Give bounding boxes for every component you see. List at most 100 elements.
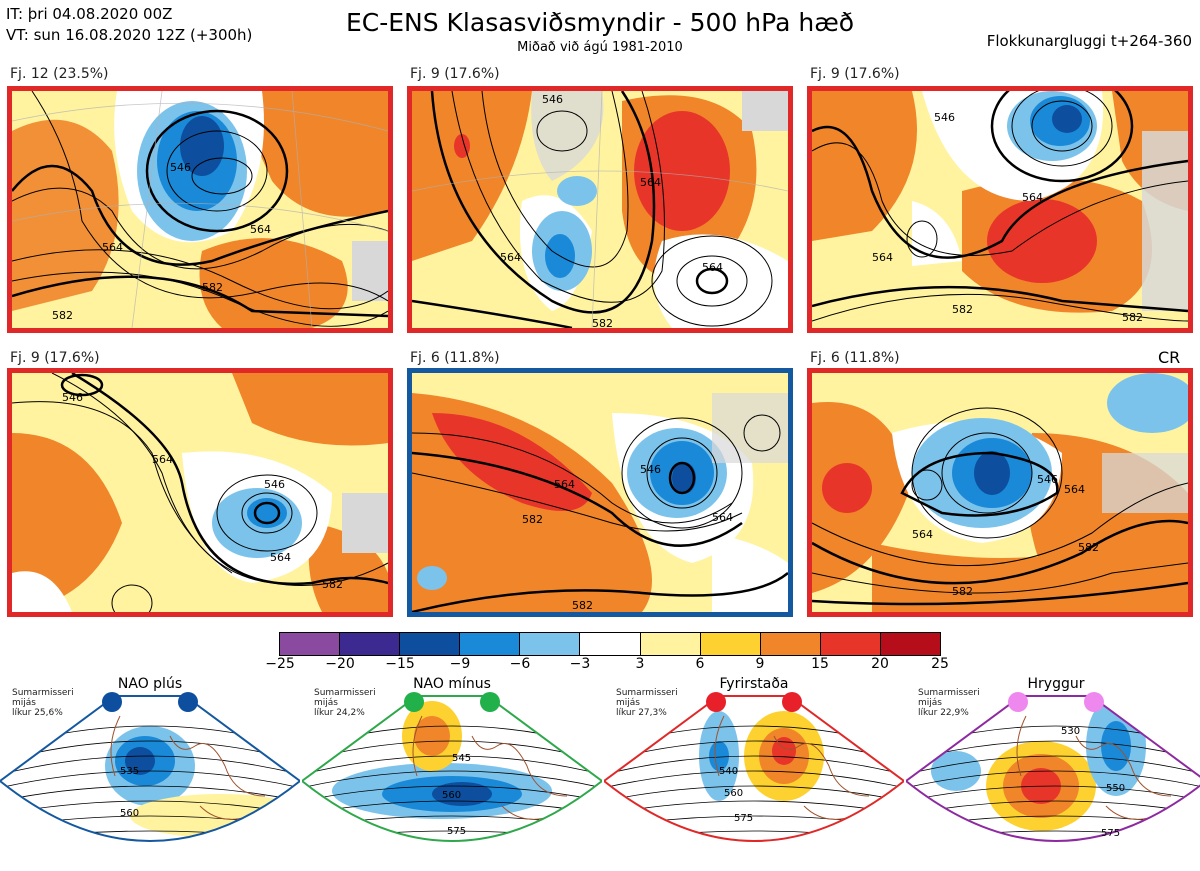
contour-label: 564 <box>1022 191 1043 204</box>
panel-6-map: 546 564 564 582 582 <box>807 368 1193 617</box>
regime-note-line: mijás <box>918 698 942 708</box>
height-contour <box>604 785 904 804</box>
regime-4: Hryggur Sumarmisseri mijás líkur 22,9% 530 55… <box>906 676 1200 871</box>
contour-label: 564 <box>554 478 575 491</box>
regime-note-line: líkur 27,3% <box>616 708 667 718</box>
regime-marker-dot <box>480 692 500 712</box>
colorbar-tick-label: 6 <box>695 656 705 672</box>
height-contour <box>604 846 904 855</box>
panel-1-map: 546 564 582 582 564 <box>7 86 393 333</box>
contour-label: 560 <box>120 808 139 819</box>
height-contour <box>906 755 1200 778</box>
colorbar-tick-label: −6 <box>509 656 531 672</box>
regime-map: 540 560 575 <box>604 695 904 855</box>
regime-marker-dot <box>178 692 198 712</box>
colorbar-tick-label: −25 <box>265 656 295 672</box>
regime-marker-dot <box>706 692 726 712</box>
contour-label: 564 <box>872 251 893 264</box>
regime-marker-dot <box>102 692 122 712</box>
colorbar-ticks: −25 −20 −15 −9 −6 −3 3 6 9 15 20 25 <box>265 656 949 676</box>
regime-map: 535 560 <box>0 695 300 842</box>
contour-label: 564 <box>712 511 733 524</box>
valid-time: VT: sun 16.08.2020 12Z (+300h) <box>6 26 253 44</box>
contour-label: 530 <box>1061 726 1080 737</box>
regime-note-line: mijás <box>314 698 338 708</box>
regime-title: Hryggur <box>1027 676 1085 692</box>
colorbar-segment <box>880 633 941 655</box>
regime-title: NAO plús <box>117 676 183 692</box>
contour-label: 535 <box>120 766 139 777</box>
colorbar-segment <box>340 633 401 655</box>
contour-label: 582 <box>522 513 543 526</box>
anomaly-shading <box>709 741 729 771</box>
contour-label: 564 <box>702 261 723 274</box>
contour-label: 582 <box>1078 541 1099 554</box>
regime-marker-dot <box>404 692 424 712</box>
colorbar-segment <box>460 633 521 655</box>
regime-frame <box>604 695 904 842</box>
regime-note-line: Sumarmisseri <box>314 688 376 698</box>
regime-note: Sumarmisseri mijás líkur 22,9% <box>918 688 980 718</box>
regime-marker-dot <box>1008 692 1028 712</box>
panel-4-label: Fj. 9 (17.6%) <box>10 350 100 366</box>
regime-1: NAO plús Sumarmisseri mijás líkur 25,6% 535 5… <box>0 676 300 871</box>
panel-3-map: 546 564 564 582 582 <box>807 86 1193 333</box>
anomaly-shading <box>125 747 155 775</box>
contour-label: 546 <box>1037 473 1058 486</box>
anomaly-shading <box>432 782 492 806</box>
colorbar-segment <box>520 633 581 655</box>
colorbar-segment <box>280 633 341 655</box>
regime-tag: CR <box>1158 348 1181 367</box>
colorbar-segment <box>700 633 761 655</box>
regime-note: Sumarmisseri mijás líkur 27,3% <box>616 688 678 718</box>
height-contour <box>302 785 602 804</box>
contour-label: 564 <box>912 528 933 541</box>
colorbar-tick-label: 3 <box>635 656 645 672</box>
header-times: IT: þri 04.08.2020 00Z VT: sun 16.08.202… <box>6 4 252 46</box>
contour-label: 582 <box>952 585 973 598</box>
regime-marker-dot <box>782 692 802 712</box>
contour-label: 546 <box>170 161 191 174</box>
regime-note-line: Sumarmisseri <box>918 688 980 698</box>
contour-label: 564 <box>102 241 123 254</box>
colorbar-tick-label: 9 <box>755 656 765 672</box>
contour-label: 550 <box>1106 783 1125 794</box>
contour-label: 564 <box>250 223 271 236</box>
panel-2-label: Fj. 9 (17.6%) <box>410 66 500 82</box>
panel-4-map: 546 564 582 546 564 <box>7 368 393 617</box>
colorbar-tick-label: 20 <box>871 656 889 672</box>
colorbar-segment <box>640 633 701 655</box>
contour-label: 546 <box>542 93 563 106</box>
anomaly-shading <box>772 737 796 765</box>
regime-3: Fyrirstaða Sumarmisseri mijás líkur 27,3% 54… <box>604 676 904 871</box>
regime-note-line: líkur 24,2% <box>314 708 365 718</box>
regime-frame <box>0 695 300 842</box>
regime-title: NAO mínus <box>413 676 491 692</box>
panel-3-label: Fj. 9 (17.6%) <box>810 66 900 82</box>
classification-window: Flokkunargluggi t+264-360 <box>986 32 1192 50</box>
contour-label: 564 <box>500 251 521 264</box>
contour-label: 582 <box>322 578 343 591</box>
colorbar-segment <box>580 633 641 655</box>
height-contour <box>302 770 602 791</box>
contour-label: 564 <box>640 176 661 189</box>
height-contour <box>906 846 1200 855</box>
contour-label: 575 <box>734 813 753 824</box>
contour-label: 560 <box>442 790 461 801</box>
height-contour <box>0 755 300 778</box>
regime-map: 545 560 575 <box>302 695 602 842</box>
height-contour <box>302 755 602 778</box>
regime-marker-dot <box>1084 692 1104 712</box>
contour-label: 582 <box>592 317 613 328</box>
contour-label: 564 <box>270 551 291 564</box>
colorbar <box>279 632 941 656</box>
regime-2: NAO mínus Sumarmisseri mijás líkur 24,2% 545… <box>302 676 602 871</box>
page-subtitle: Miðað við ágú 1981-2010 <box>517 40 683 55</box>
colorbar-tick-label: −3 <box>569 656 591 672</box>
regime-note: Sumarmisseri mijás líkur 24,2% <box>314 688 376 718</box>
contour-label: 575 <box>447 826 466 837</box>
height-contour <box>604 770 904 791</box>
page-title: EC-ENS Klasasviðsmyndir - 500 hPa hæð <box>345 8 855 37</box>
contour-label: 540 <box>719 766 738 777</box>
regime-note-line: mijás <box>616 698 640 708</box>
